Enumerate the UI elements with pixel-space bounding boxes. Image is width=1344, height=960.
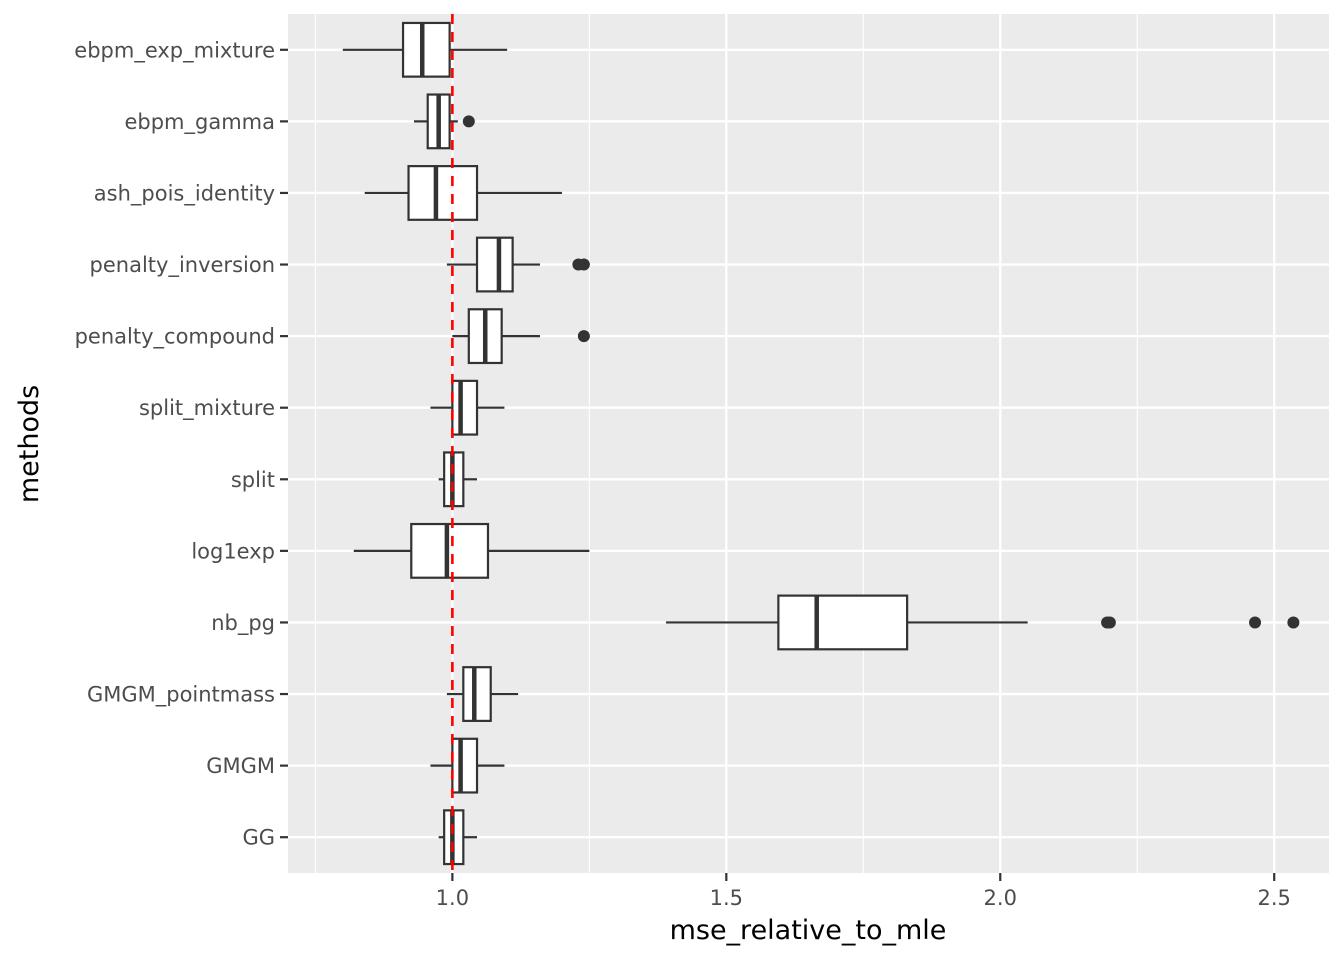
x-tick-label: 1.0 — [436, 886, 469, 910]
outlier-point — [577, 258, 590, 271]
axes: ebpm_exp_mixture ebpm_gamma ash_pois_ident… — [74, 38, 1291, 910]
box-iqr — [777, 594, 909, 651]
x-tick-label: 1.5 — [710, 886, 743, 910]
box-group — [353, 522, 590, 579]
y-tick-label: ash_pois_identity — [94, 181, 275, 206]
box-group — [430, 379, 505, 436]
box-iqr — [401, 21, 451, 78]
y-tick-label: GG — [242, 826, 275, 850]
y-tick-label: penalty_compound — [75, 325, 275, 350]
box-iqr — [462, 666, 492, 722]
box-group — [342, 21, 508, 78]
box-iqr — [407, 165, 479, 221]
outlier-point — [577, 330, 590, 343]
y-tick-label: log1exp — [191, 539, 275, 563]
box-group — [438, 451, 478, 508]
y-tick-label: penalty_inversion — [90, 253, 275, 278]
y-tick-label: nb_pg — [211, 611, 275, 636]
outlier-point — [1287, 616, 1300, 629]
box-iqr — [451, 379, 479, 436]
box-group — [446, 666, 519, 722]
y-tick-label: split_mixture — [139, 396, 275, 421]
box-iqr — [410, 522, 490, 579]
y-tick-label: split — [231, 468, 275, 492]
y-tick-label: ebpm_gamma — [124, 110, 275, 135]
x-tick-label: 2.0 — [984, 886, 1017, 910]
box-group — [364, 165, 562, 221]
y-tick-label: GMGM — [206, 754, 275, 778]
plot-panel — [288, 14, 1329, 873]
y-axis-title: methods — [14, 385, 45, 503]
box-group — [446, 236, 590, 293]
box-iqr — [451, 737, 479, 794]
outlier-point — [1249, 616, 1262, 629]
box-group — [414, 93, 475, 150]
boxes — [342, 21, 1300, 866]
outlier-point — [462, 115, 475, 128]
box-iqr — [475, 236, 514, 293]
box-group — [452, 308, 590, 365]
x-axis-title: mse_relative_to_mle — [670, 915, 947, 946]
y-tick-label: GMGM_pointmass — [87, 683, 275, 708]
box-group — [438, 809, 478, 866]
box-group — [430, 737, 505, 794]
box-group — [666, 594, 1300, 651]
x-tick-label: 2.5 — [1258, 886, 1291, 910]
y-tick-label: ebpm_exp_mixture — [74, 38, 275, 63]
outlier-point — [1103, 616, 1116, 629]
